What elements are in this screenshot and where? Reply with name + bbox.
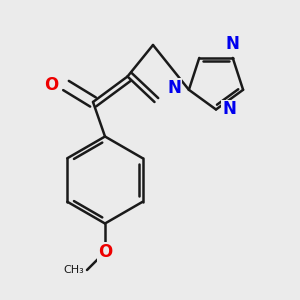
Text: O: O	[44, 76, 58, 94]
Text: N: N	[226, 35, 240, 53]
Text: N: N	[222, 100, 236, 118]
Text: N: N	[167, 79, 182, 97]
Text: CH₃: CH₃	[63, 265, 84, 275]
Text: O: O	[98, 243, 112, 261]
